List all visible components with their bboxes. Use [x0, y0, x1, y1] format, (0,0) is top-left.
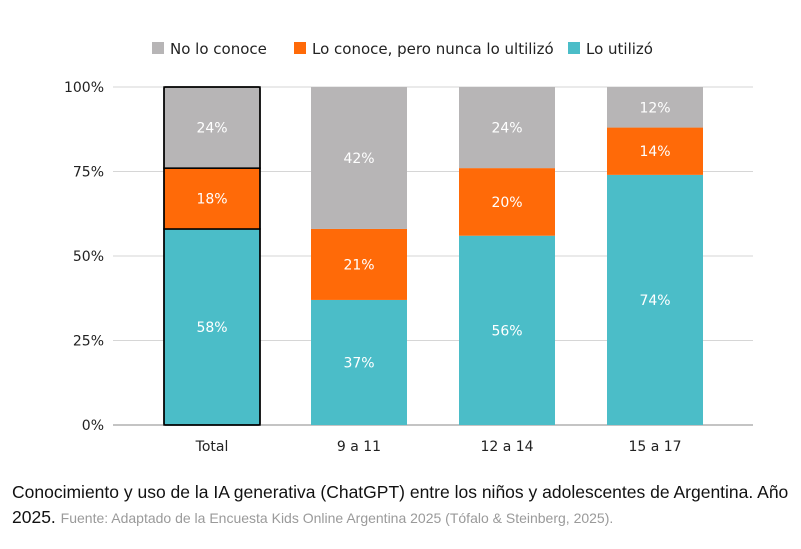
bar-group: 37% 21% 42% [311, 87, 407, 425]
legend-swatch [152, 42, 164, 54]
x-axis: Total 9 a 11 12 a 14 15 a 17 [195, 439, 682, 455]
bar-segment [607, 87, 703, 128]
data-label: 14% [639, 144, 670, 160]
x-tick-label: 9 a 11 [337, 439, 381, 455]
bar-group: 74% 14% 12% [607, 87, 703, 425]
caption-source: Fuente: Adaptado de la Encuesta Kids Onl… [60, 510, 614, 526]
stacked-bar-chart: No lo conoce Lo conoce, pero nunca lo ult… [64, 40, 753, 455]
data-label: 18% [196, 192, 227, 208]
data-label: 20% [491, 195, 522, 211]
bar-segment [607, 174, 703, 425]
bars: 58% 18% 24% 37% 21% 42% 56% 20% 24% 74% 14% 12% [163, 86, 703, 426]
bar-segment [163, 167, 261, 230]
data-label: 24% [196, 121, 227, 137]
y-tick-label: 50% [73, 249, 104, 265]
legend-swatch [568, 42, 580, 54]
bar-segment [459, 87, 555, 169]
y-tick-label: 75% [73, 165, 104, 181]
chart-legend: No lo conoce Lo conoce, pero nunca lo ult… [152, 40, 653, 58]
legend-label: Lo utilizó [586, 40, 653, 58]
y-tick-label: 0% [82, 418, 104, 434]
legend-item: Lo utilizó [568, 40, 653, 58]
bar-group: 58% 18% 24% [163, 86, 261, 426]
y-tick-label: 25% [73, 334, 104, 350]
bar-segment [607, 127, 703, 175]
bar-segment [311, 228, 407, 300]
legend-item: Lo conoce, pero nunca lo ultilizó [294, 40, 554, 58]
y-axis: 0% 25% 50% 75% 100% [64, 80, 104, 434]
x-tick-label: 12 a 14 [480, 439, 533, 455]
highlight-outline [163, 86, 261, 426]
data-label: 12% [639, 100, 670, 116]
bar-segment [459, 168, 555, 236]
legend-label: Lo conoce, pero nunca lo ultilizó [312, 40, 554, 58]
bar-group: 56% 20% 24% [459, 87, 555, 425]
chart-caption: Conocimiento y uso de la IA generativa (… [12, 480, 792, 531]
data-label: 56% [491, 323, 522, 339]
y-tick-label: 100% [64, 80, 104, 96]
caption-title: Conocimiento y uso de la IA generativa (… [12, 482, 789, 527]
legend-swatch [294, 42, 306, 54]
bar-segment [311, 299, 407, 425]
data-label: 58% [196, 320, 227, 336]
data-label: 21% [343, 257, 374, 273]
x-tick-label: 15 a 17 [628, 439, 681, 455]
x-tick-label: Total [195, 439, 229, 455]
bar-segment [163, 228, 261, 426]
bar-segment [459, 235, 555, 425]
data-label: 37% [343, 355, 374, 371]
data-label: 42% [343, 151, 374, 167]
data-label: 24% [491, 121, 522, 137]
legend-item: No lo conoce [152, 40, 267, 58]
bar-segment [311, 87, 407, 229]
legend-label: No lo conoce [170, 40, 267, 58]
data-label: 74% [639, 293, 670, 309]
